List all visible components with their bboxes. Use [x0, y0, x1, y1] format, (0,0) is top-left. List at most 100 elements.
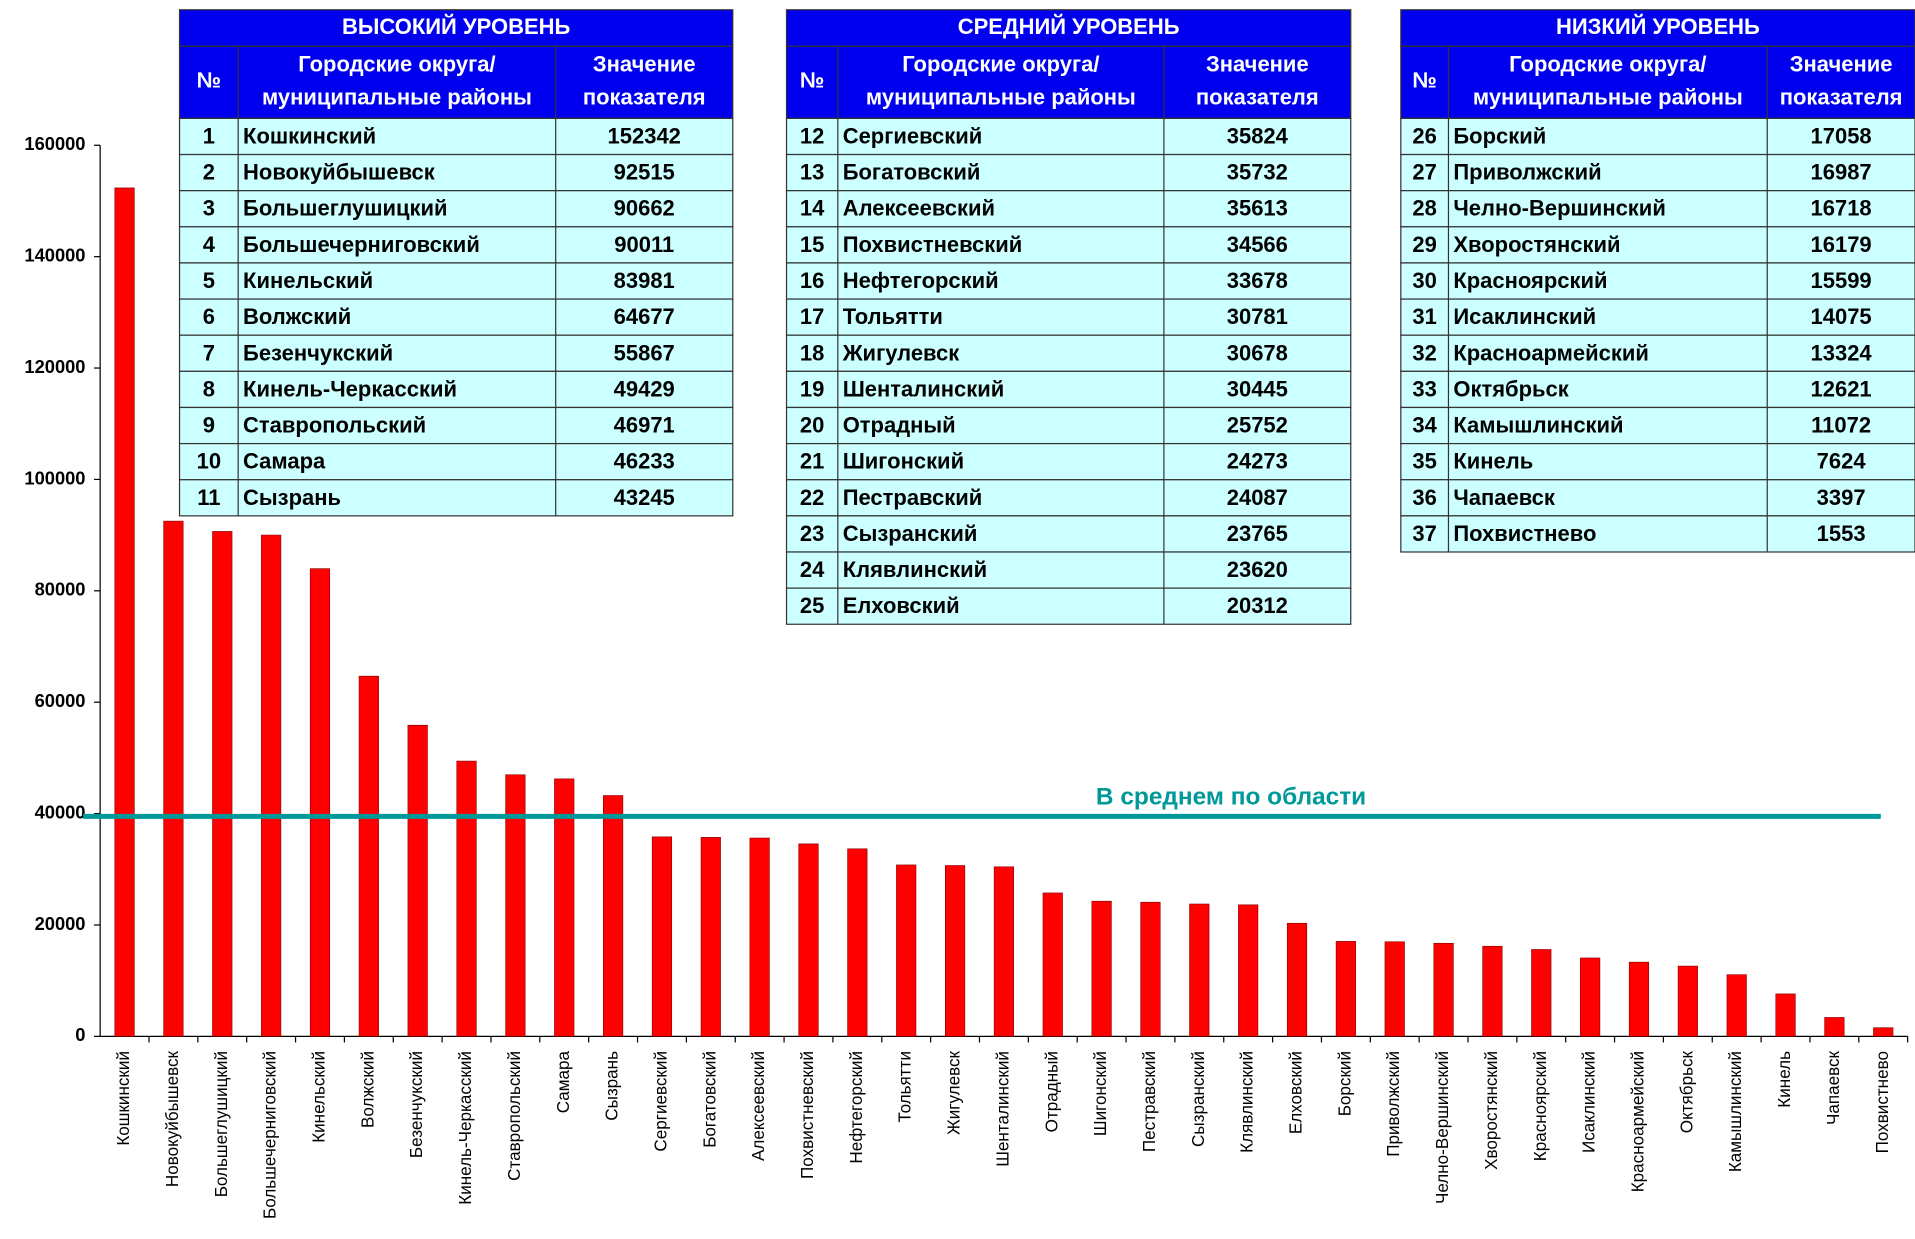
row-number: 26 [1412, 123, 1436, 148]
table-title: ВЫСОКИЙ УРОВЕНЬ [342, 14, 570, 39]
x-tick-label: Тольятти [896, 1051, 915, 1122]
row-number: 4 [203, 232, 216, 257]
table-row-bg [1400, 479, 1915, 517]
x-tick-label: Клявлинский [1238, 1051, 1257, 1153]
x-tick-label: Кинельский [309, 1051, 328, 1143]
table-row-bg [785, 515, 1352, 553]
table-row-bg [1400, 370, 1915, 409]
row-number: 23 [800, 521, 824, 546]
bar [749, 837, 770, 1037]
row-number: 29 [1412, 232, 1436, 257]
row-value: 92515 [614, 160, 675, 185]
row-number: 33 [1412, 376, 1436, 401]
row-value: 24273 [1227, 449, 1288, 474]
y-tick-label: 0 [75, 1024, 85, 1045]
row-name: Алексеевский [843, 196, 995, 221]
table-row-bg [178, 334, 734, 372]
average-label: В среднем по области [1096, 784, 1366, 811]
table-row-bg [178, 262, 734, 300]
row-value: 30678 [1227, 340, 1288, 365]
bar [456, 760, 477, 1037]
row-name: Жигулевск [842, 340, 960, 365]
x-tick-label: Нефтегорский [847, 1051, 866, 1164]
bar [1531, 949, 1552, 1037]
row-name: Кинель [1453, 449, 1533, 474]
row-number: 19 [800, 376, 824, 401]
bar [700, 837, 721, 1037]
row-name: Ставропольский [243, 413, 426, 438]
row-name: Безенчукский [243, 340, 393, 365]
bar [163, 520, 184, 1037]
row-value: 17058 [1811, 123, 1872, 148]
y-tick-label: 160000 [24, 133, 85, 154]
table-header-bg [1400, 45, 1915, 120]
bar [1628, 961, 1650, 1037]
row-value: 16987 [1811, 160, 1872, 185]
table-header: Городские округа/ [902, 52, 1099, 77]
x-tick-label: Елховский [1287, 1051, 1306, 1134]
table-row-bg [1400, 190, 1915, 228]
x-tick-label: Чапаевск [1824, 1051, 1843, 1126]
row-value: 25752 [1227, 413, 1288, 438]
row-name: Борский [1453, 123, 1546, 148]
row-value: 64677 [614, 304, 675, 329]
table-row-bg [178, 370, 734, 409]
table-row-bg [178, 190, 734, 228]
row-value: 23765 [1227, 521, 1288, 546]
row-value: 35732 [1227, 160, 1288, 185]
x-tick-label: Приволжский [1384, 1051, 1403, 1157]
x-tick-label: Исаклинский [1580, 1051, 1599, 1153]
row-value: 14075 [1811, 304, 1872, 329]
bar [603, 795, 624, 1037]
bar [1775, 993, 1796, 1037]
row-value: 90011 [614, 232, 674, 257]
row-value: 16179 [1811, 232, 1872, 257]
table-row-bg [1400, 442, 1915, 481]
row-name: Шигонский [843, 449, 964, 474]
bar [847, 848, 868, 1037]
table-row-bg [1400, 226, 1915, 264]
bar [1238, 904, 1259, 1037]
row-number: 36 [1412, 485, 1436, 510]
bar [261, 534, 282, 1037]
table-header: муниципальные районы [1473, 85, 1743, 110]
bar [114, 187, 135, 1037]
row-name: Кинель-Черкасский [243, 376, 457, 401]
y-tick-label: 140000 [24, 244, 85, 265]
bar [1677, 965, 1698, 1037]
x-tick-label: Похвистневский [798, 1051, 817, 1179]
row-value: 46971 [614, 413, 675, 438]
y-tick-label: 120000 [24, 356, 85, 377]
table-header: № [1412, 68, 1437, 93]
table-row-bg [1400, 117, 1915, 156]
row-value: 3397 [1817, 485, 1866, 510]
x-tick-label: Камышлинский [1726, 1051, 1745, 1172]
table-header: муниципальные районы [262, 85, 532, 110]
x-tick-label: Похвистнево [1873, 1051, 1892, 1153]
row-name: Сызрань [243, 485, 341, 510]
row-value: 35613 [1227, 196, 1288, 221]
row-name: Красноармейский [1453, 340, 1649, 365]
table-row-bg [1400, 406, 1915, 445]
x-tick-label: Алексеевский [749, 1051, 768, 1161]
row-value: 23620 [1227, 557, 1288, 582]
x-tick-label: Кинель [1775, 1051, 1794, 1108]
bar [1286, 922, 1308, 1037]
row-name: Елховский [843, 593, 960, 618]
row-number: 16 [800, 268, 824, 293]
row-name: Сергиевский [843, 123, 983, 148]
row-name: Сызранский [843, 521, 978, 546]
bar [1482, 945, 1503, 1037]
row-number: 27 [1412, 160, 1436, 185]
row-value: 15599 [1811, 268, 1872, 293]
table-header: Значение [1790, 52, 1893, 77]
x-tick-label: Сергиевский [651, 1051, 670, 1152]
row-value: 43245 [614, 485, 675, 510]
row-name: Исаклинский [1453, 304, 1596, 329]
y-tick-label: 20000 [35, 913, 86, 934]
row-name: Челно-Вершинский [1453, 196, 1665, 221]
x-tick-label: Волжский [358, 1051, 377, 1128]
row-name: Большечерниговский [243, 232, 480, 257]
table-row-bg [785, 153, 1352, 192]
table-row-bg [178, 479, 734, 517]
